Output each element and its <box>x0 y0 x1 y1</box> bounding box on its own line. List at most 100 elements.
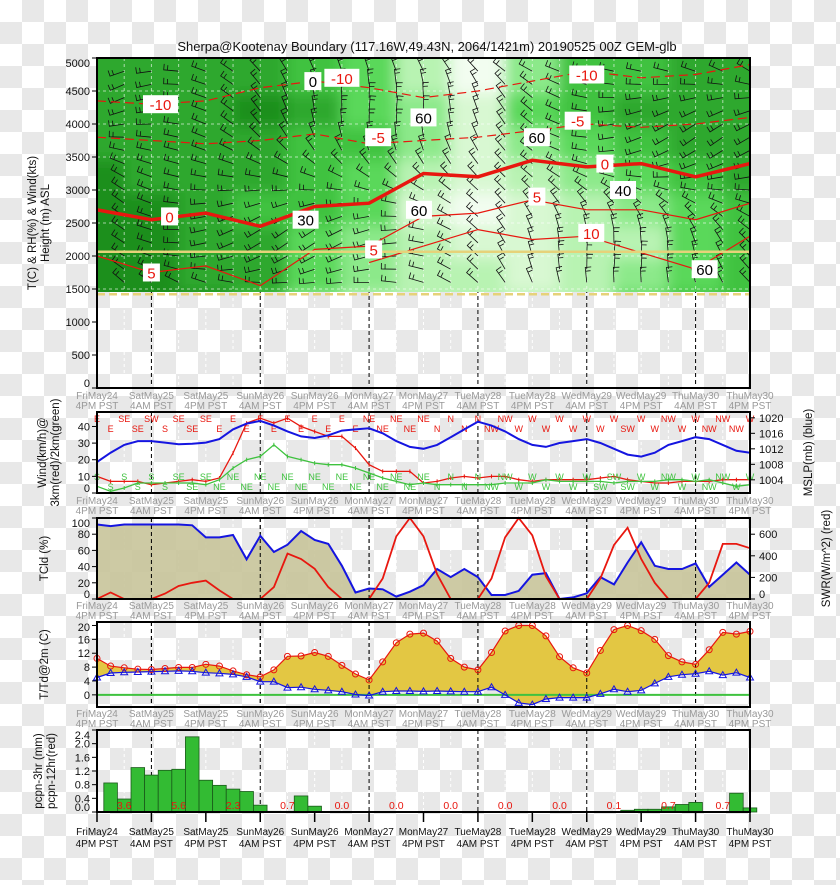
wind-barb <box>625 93 642 101</box>
y2-tick-label: 1016 <box>759 428 783 440</box>
x-tick-label-day: SatMay25 <box>183 496 228 507</box>
x-tick-label-day: SatMay25 <box>129 827 174 838</box>
contour-label: -10 <box>576 68 598 85</box>
x-tick-label-time: 4PM PST <box>729 839 772 850</box>
wind-barb <box>250 68 261 85</box>
wind-direction-label: NE <box>404 482 417 492</box>
wind-barb <box>107 70 125 77</box>
wind-barb <box>684 201 696 217</box>
x-tick-label-time: 4PM PST <box>620 719 663 730</box>
contour-label-box <box>161 207 179 226</box>
wind-barb <box>436 217 451 230</box>
wind-barb <box>739 253 750 270</box>
x-tick-label-time: 4PM PST <box>184 401 227 412</box>
wind-barb <box>419 68 427 85</box>
x-tick-label-day: MonMay27 <box>399 496 449 507</box>
wind-direction-label: W <box>514 424 523 434</box>
wind-barb <box>390 133 398 151</box>
wind-barb <box>299 183 315 191</box>
y-tick-label: 0.0 <box>75 802 90 814</box>
wind-barb <box>494 187 506 204</box>
temperature-point <box>297 652 305 660</box>
dewpoint-point <box>568 693 578 701</box>
wind-barb <box>367 68 374 85</box>
wind-barb <box>680 60 696 72</box>
wind-barb <box>245 168 261 178</box>
wind-barb <box>336 58 344 72</box>
dewpoint-point <box>283 683 292 691</box>
x-tick-label-time: 4AM PST <box>674 611 717 622</box>
x-tick-label-time: 4AM PST <box>565 506 608 517</box>
wind-barb <box>665 226 672 243</box>
wind-barb <box>135 67 152 74</box>
wind-barb <box>606 199 615 217</box>
y2-tick-label: 1008 <box>759 459 783 471</box>
wind-direction-label: NW <box>702 482 717 492</box>
x-tick-label-time: 4AM PST <box>348 719 391 730</box>
x-tick-label-time: 4PM PST <box>511 401 554 412</box>
wind-barb <box>706 163 723 170</box>
wind-barb <box>216 242 234 250</box>
wind-direction-label: W <box>514 482 523 492</box>
wind-barb <box>250 94 261 112</box>
wind-barb <box>436 256 451 270</box>
isotherm-minus10 <box>97 64 750 105</box>
y-tick-label: 3000 <box>66 185 90 197</box>
wind-barb <box>580 199 588 217</box>
x-tick-label-time: 4AM PST <box>457 611 500 622</box>
wind-barb <box>598 106 614 113</box>
dewpoint-point <box>623 687 632 695</box>
x-tick-label-day: WedMay29 <box>562 709 613 720</box>
temperature-point <box>338 661 346 669</box>
wind-barb <box>111 215 125 230</box>
wind-barb <box>163 115 179 125</box>
wind-barb <box>447 107 455 125</box>
wind-barb <box>412 161 424 178</box>
wind-barb <box>549 187 560 204</box>
x-tick-label-time: 4AM PST <box>348 506 391 517</box>
y-tick-label: 0.8 <box>75 780 90 792</box>
contour-label-box <box>324 68 360 87</box>
precip-bar <box>144 774 159 813</box>
x-tick-label-day: TueMay28 <box>509 709 556 720</box>
y-axis-label: pcpn-12hr(red) <box>46 733 58 809</box>
precip-bar <box>212 784 227 813</box>
wind-barb <box>163 140 179 151</box>
wind-barb <box>613 253 622 270</box>
wind-barb <box>311 94 319 111</box>
contour-label: 5 <box>369 242 377 259</box>
dewpoint-point <box>487 682 496 691</box>
wind-barb <box>270 201 288 209</box>
series-line-mslp <box>96 419 751 463</box>
dewpoint-point <box>228 669 238 678</box>
x-tick-label-time: 4AM PST <box>457 719 500 730</box>
x-tick-label-day: SatMay25 <box>183 827 228 838</box>
x-tick-label-time: 4PM PST <box>184 506 227 517</box>
y-tick-label: 2.0 <box>75 739 90 751</box>
x-tick-label-time: 4PM PST <box>511 611 554 622</box>
contour-label: 30 <box>297 213 314 230</box>
x-tick-label-time: 4AM PST <box>565 839 608 850</box>
wind-barb <box>135 81 152 88</box>
y-tick-label: 20 <box>78 455 90 467</box>
x-tick-label-time: 4AM PST <box>674 401 717 412</box>
wind-barb <box>708 59 723 72</box>
wind-barb <box>496 94 506 112</box>
wind-barb <box>218 153 234 164</box>
isotherm-0 <box>97 158 750 229</box>
y-axis-label: 3km(red)/2km(green) <box>50 398 62 506</box>
wind-barb <box>653 61 669 72</box>
wind-barb <box>545 112 560 125</box>
wind-direction-label: W <box>528 472 537 482</box>
x-tick-label-day: TueMay28 <box>509 496 556 507</box>
y-tick-label: 4500 <box>66 86 90 98</box>
contour-label: 0 <box>601 157 609 174</box>
y-tick-label: 20 <box>78 622 90 634</box>
x-tick-label-day: WedMay29 <box>616 391 667 402</box>
x-tick-label-day: SunMay26 <box>236 827 284 838</box>
wind-barb <box>712 214 724 230</box>
wind-barb <box>571 153 587 164</box>
wind-direction-label: W <box>542 424 551 434</box>
y-tick-label: 1.6 <box>75 752 90 764</box>
dewpoint-point <box>378 687 388 695</box>
